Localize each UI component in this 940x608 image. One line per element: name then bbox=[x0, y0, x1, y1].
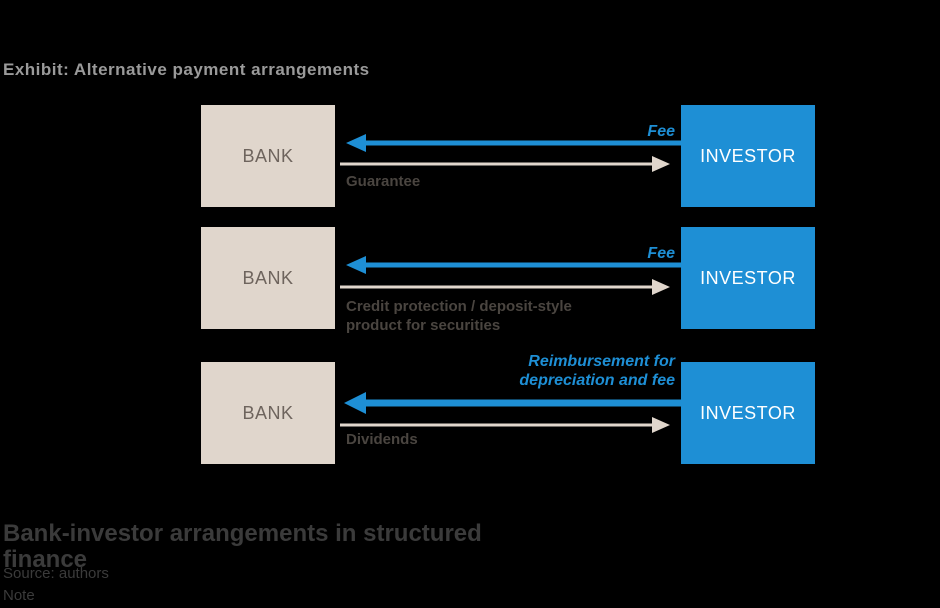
reimbursement-arrow-3 bbox=[344, 392, 681, 414]
bank-box-1: BANK bbox=[201, 105, 335, 207]
footer-source: Source: authors bbox=[3, 565, 109, 582]
fee-label-2: Fee bbox=[647, 245, 675, 262]
fee-arrow-2 bbox=[346, 256, 681, 274]
bank-label-3: BANK bbox=[242, 402, 294, 423]
reimbursement-label-3: Reimbursement for depreciation and fee bbox=[519, 353, 675, 389]
footer-note: Note bbox=[3, 587, 35, 604]
bank-label-1: BANK bbox=[242, 145, 294, 166]
dividends-arrow-3 bbox=[340, 417, 670, 433]
bank-label-2: BANK bbox=[242, 267, 294, 288]
fee-arrow-1 bbox=[346, 134, 681, 152]
protection-label-2: Credit protection / deposit-style produc… bbox=[346, 298, 572, 334]
bank-box-2: BANK bbox=[201, 227, 335, 329]
investor-label-1: INVESTOR bbox=[700, 145, 796, 166]
investor-box-1: INVESTOR bbox=[681, 105, 815, 207]
investor-box-2: INVESTOR bbox=[681, 227, 815, 329]
investor-box-3: INVESTOR bbox=[681, 362, 815, 464]
bank-box-3: BANK bbox=[201, 362, 335, 464]
protection-arrow-2 bbox=[340, 279, 670, 295]
investor-label-2: INVESTOR bbox=[700, 267, 796, 288]
guarantee-label-1: Guarantee bbox=[346, 173, 421, 190]
fee-label-1: Fee bbox=[647, 123, 675, 140]
investor-label-3: INVESTOR bbox=[700, 402, 796, 423]
guarantee-arrow-1 bbox=[340, 156, 670, 172]
dividends-label-3: Dividends bbox=[346, 431, 418, 448]
diagram-caption: Exhibit: Alternative payment arrangement… bbox=[3, 60, 370, 79]
footer-title: Bank-investor arrangements in structured… bbox=[3, 520, 482, 573]
